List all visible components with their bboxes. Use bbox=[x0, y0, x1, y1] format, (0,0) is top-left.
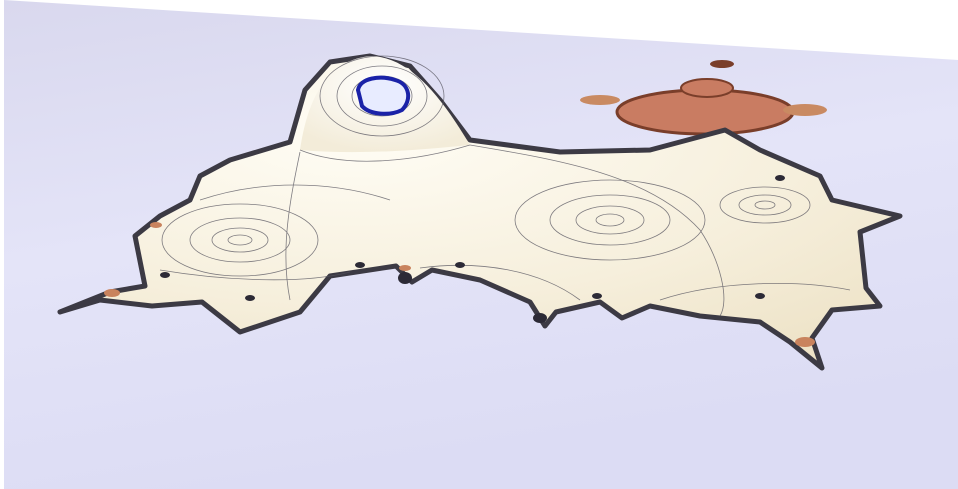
mandelbrot-shadow bbox=[580, 60, 827, 136]
bulb bbox=[710, 60, 734, 68]
bulb bbox=[580, 95, 620, 105]
bulb bbox=[680, 78, 734, 98]
bulb bbox=[783, 104, 827, 116]
mini-sets bbox=[160, 175, 785, 323]
contours bbox=[159, 55, 851, 317]
side-bulbs bbox=[104, 222, 815, 347]
peak-set bbox=[355, 75, 411, 116]
